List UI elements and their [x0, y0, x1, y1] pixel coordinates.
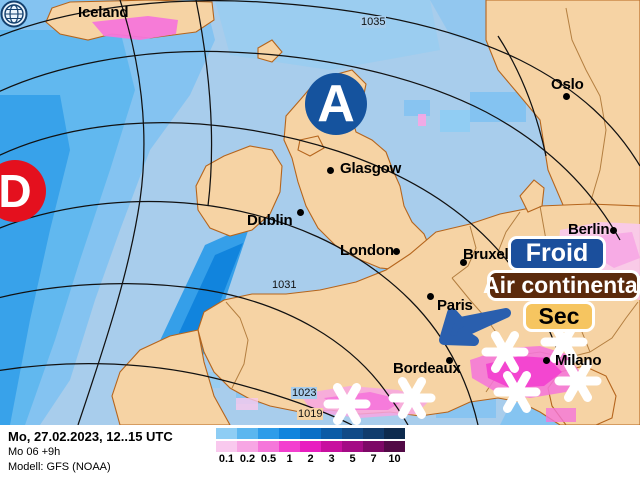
rain-swatch [279, 428, 300, 439]
city-label-london: London [340, 242, 394, 260]
rain-colour-bar [216, 428, 405, 439]
rain-swatch [237, 428, 258, 439]
snow-swatch [258, 441, 279, 452]
annotation-sec: Sec [523, 301, 595, 332]
snow-swatch [216, 441, 237, 452]
scale-tick-3: 3 [328, 453, 335, 465]
scale-tick-0.1: 0.1 [218, 453, 235, 465]
snow-swatch [300, 441, 321, 452]
snow-swatch [384, 441, 405, 452]
valid-time-text: Mo, 27.02.2023, 12..15 UTC [8, 429, 173, 444]
city-label-berlin: Berlin [568, 221, 610, 239]
city-dot-paris [427, 293, 434, 300]
city-label-paris: Paris [437, 297, 473, 315]
snow-colour-bar [216, 441, 405, 452]
colour-scale: 0.1 0.2 0.5 1 2 3 5 7 10 [216, 428, 405, 467]
city-label-dublin: Dublin [247, 212, 293, 230]
city-name-text: Paris [437, 297, 473, 314]
isobar-label-1019: 1019 [297, 408, 324, 420]
isobar-label-1031: 1031 [271, 279, 298, 291]
model-text: Modell: GFS (NOAA) [8, 461, 111, 473]
scale-tick-labels: 0.1 0.2 0.5 1 2 3 5 7 10 [216, 453, 405, 467]
rain-swatch [384, 428, 405, 439]
pressure-centre-high: A [305, 73, 367, 135]
city-name-text: Milano [555, 352, 602, 369]
city-dot-milano [543, 357, 550, 364]
info-bar: Mo, 27.02.2023, 12..15 UTC Mo 06 +9h Mod… [0, 425, 640, 478]
rain-swatch [258, 428, 279, 439]
snow-swatch [279, 441, 300, 452]
city-name-text: Glasgow [340, 160, 402, 177]
scale-tick-5: 5 [349, 453, 356, 465]
snow-swatch [363, 441, 384, 452]
rain-swatch [216, 428, 237, 439]
scale-tick-0.2: 0.2 [239, 453, 256, 465]
scale-tick-7: 7 [370, 453, 377, 465]
rain-swatch [342, 428, 363, 439]
globe-icon [0, 0, 28, 28]
scale-tick-10: 10 [388, 453, 401, 465]
rain-swatch [321, 428, 342, 439]
city-dot-oslo [563, 93, 570, 100]
city-dot-london [393, 248, 400, 255]
scale-tick-2: 2 [307, 453, 314, 465]
scale-tick-1: 1 [286, 453, 293, 465]
city-name-text: London [340, 242, 394, 259]
city-name-text: Dublin [247, 212, 293, 229]
city-label-glasgow: Glasgow [340, 160, 401, 178]
scale-tick-0.5: 0.5 [260, 453, 277, 465]
isobar-label-1035: 1035 [360, 16, 387, 28]
city-dot-glasgow [327, 167, 334, 174]
snow-swatch [342, 441, 363, 452]
city-label-iceland: Iceland [78, 4, 128, 22]
run-info-text: Mo 06 +9h [8, 446, 61, 458]
city-dot-bruxelles [460, 259, 467, 266]
city-name-text: Iceland [78, 4, 129, 21]
annotation-froid: Froid [508, 236, 606, 271]
rain-swatch [300, 428, 321, 439]
city-name-text: Bordeaux [393, 360, 461, 377]
city-name-text: Berlin [568, 221, 610, 238]
city-name-text: Oslo [551, 76, 584, 93]
snow-swatch [237, 441, 258, 452]
pressure-centre-low: D [0, 160, 46, 222]
city-dot-bordeaux [446, 357, 453, 364]
weather-map[interactable]: Iceland Oslo Glasgow Dublin London Berlin Brux… [0, 0, 640, 425]
annotation-aircont: Air continental [483, 270, 640, 301]
city-dot-berlin [610, 227, 617, 234]
city-dot-dublin [297, 209, 304, 216]
city-label-bordeaux: Bordeaux [393, 360, 461, 378]
city-label-oslo: Oslo [551, 76, 584, 94]
isobar-label-1023: 1023 [291, 387, 318, 399]
city-label-milano: Milano [555, 352, 602, 370]
snow-swatch [321, 441, 342, 452]
rain-swatch [363, 428, 384, 439]
